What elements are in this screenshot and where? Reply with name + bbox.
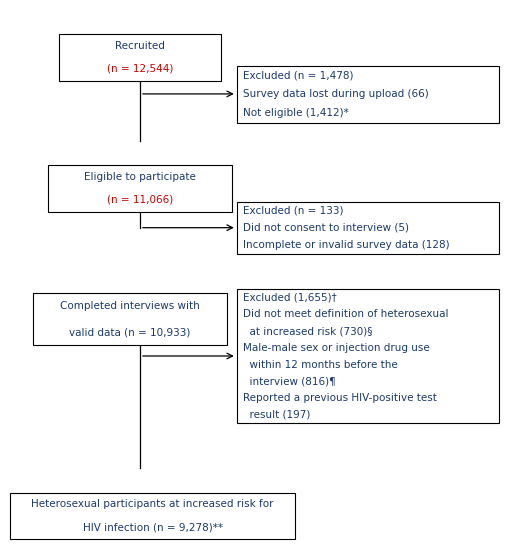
Text: Heterosexual participants at increased risk for: Heterosexual participants at increased r… bbox=[32, 500, 274, 509]
FancyBboxPatch shape bbox=[59, 34, 221, 80]
FancyBboxPatch shape bbox=[237, 66, 499, 123]
FancyBboxPatch shape bbox=[33, 294, 227, 346]
Text: Not eligible (1,412)*: Not eligible (1,412)* bbox=[243, 108, 349, 118]
FancyBboxPatch shape bbox=[10, 492, 295, 539]
Text: at increased risk (730)§: at increased risk (730)§ bbox=[243, 326, 373, 336]
FancyBboxPatch shape bbox=[237, 289, 499, 423]
Text: Eligible to participate: Eligible to participate bbox=[84, 172, 196, 182]
Text: Recruited: Recruited bbox=[115, 41, 165, 51]
Text: Did not consent to interview (5): Did not consent to interview (5) bbox=[243, 223, 409, 233]
FancyBboxPatch shape bbox=[237, 202, 499, 254]
Text: (n = 12,544): (n = 12,544) bbox=[107, 64, 173, 74]
Text: Survey data lost during upload (66): Survey data lost during upload (66) bbox=[243, 89, 429, 99]
Text: Male-male sex or injection drug use: Male-male sex or injection drug use bbox=[243, 343, 430, 353]
Text: within 12 months before the: within 12 months before the bbox=[243, 360, 398, 370]
Text: Did not meet definition of heterosexual: Did not meet definition of heterosexual bbox=[243, 310, 449, 319]
Text: HIV infection (n = 9,278)**: HIV infection (n = 9,278)** bbox=[82, 523, 223, 532]
Text: interview (816)¶: interview (816)¶ bbox=[243, 376, 336, 387]
Text: Excluded (1,655)†: Excluded (1,655)† bbox=[243, 293, 337, 302]
Text: valid data (n = 10,933): valid data (n = 10,933) bbox=[69, 328, 190, 337]
Text: Excluded (n = 133): Excluded (n = 133) bbox=[243, 206, 344, 216]
Text: result (197): result (197) bbox=[243, 410, 310, 420]
Text: Incomplete or invalid survey data (128): Incomplete or invalid survey data (128) bbox=[243, 240, 450, 250]
Text: (n = 11,066): (n = 11,066) bbox=[107, 195, 173, 205]
Text: Excluded (n = 1,478): Excluded (n = 1,478) bbox=[243, 70, 354, 80]
FancyBboxPatch shape bbox=[48, 165, 232, 211]
Text: Reported a previous HIV-positive test: Reported a previous HIV-positive test bbox=[243, 393, 437, 403]
Text: Completed interviews with: Completed interviews with bbox=[60, 301, 200, 311]
